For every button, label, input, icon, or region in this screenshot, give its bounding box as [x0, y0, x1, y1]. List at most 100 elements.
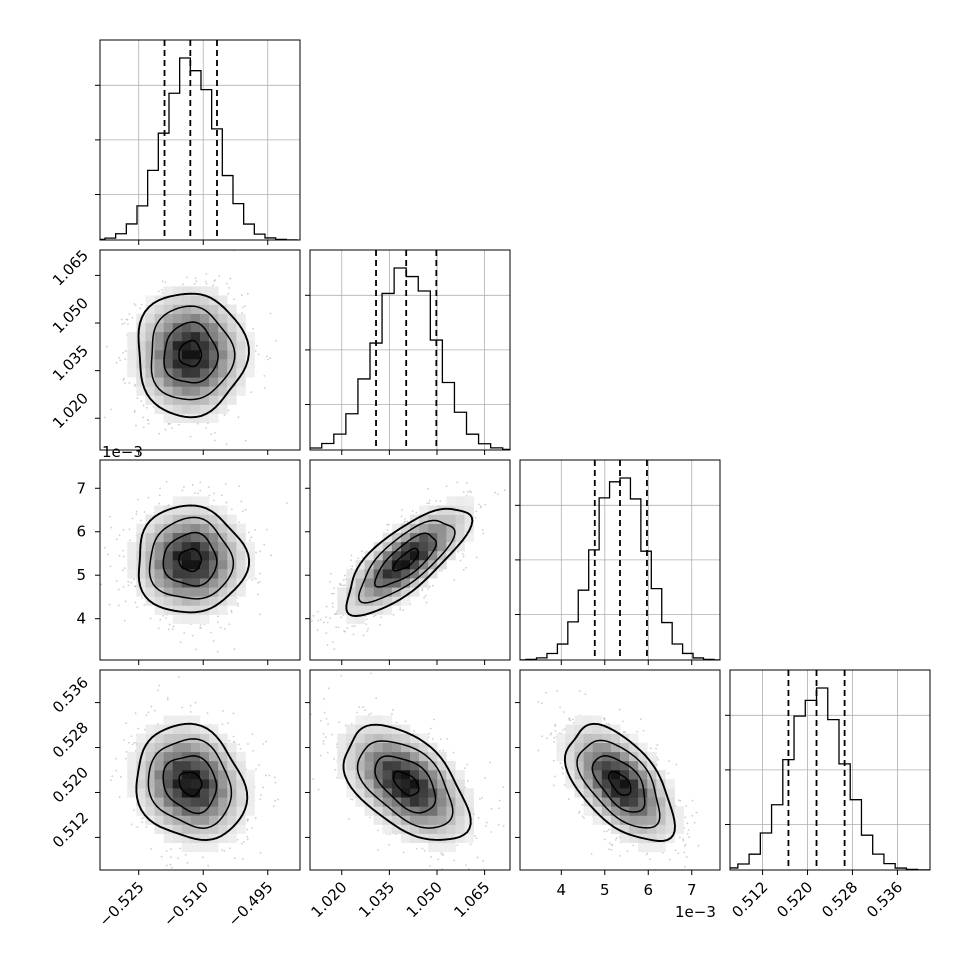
density-cell — [154, 788, 164, 798]
scatter-point — [214, 432, 216, 434]
density-cell — [190, 514, 201, 524]
density-cell — [209, 550, 219, 561]
density-cell — [218, 833, 228, 844]
density-cell — [665, 779, 675, 789]
scatter-point — [470, 491, 472, 494]
scatter-point — [695, 811, 698, 814]
scatter-point — [103, 546, 106, 549]
density-cell — [200, 760, 210, 771]
scatter-point — [274, 339, 277, 342]
scatter-point — [351, 565, 354, 568]
density-cell — [127, 340, 137, 351]
density-cell — [127, 331, 137, 342]
density-cell — [154, 742, 164, 753]
scatter-point — [252, 749, 255, 752]
density-cell — [181, 331, 192, 342]
density-cell — [190, 550, 201, 561]
scatter-point — [240, 500, 243, 503]
density-cell — [437, 770, 447, 780]
scatter-point — [212, 284, 214, 287]
density-cell — [190, 779, 201, 789]
density-cell — [236, 523, 246, 534]
density-cell — [592, 806, 603, 816]
scatter-point — [333, 758, 335, 760]
scatter-point — [484, 776, 486, 779]
scatter-point — [322, 621, 325, 624]
panel-3-3 — [729, 669, 931, 871]
scatter-point — [142, 404, 145, 407]
scatter-point — [133, 385, 136, 387]
scatter-point — [406, 520, 409, 523]
density-cell — [446, 779, 456, 789]
scatter-point — [224, 483, 227, 485]
scatter-point — [399, 607, 402, 609]
density-cell — [382, 596, 393, 606]
scatter-point — [224, 628, 226, 630]
scatter-point — [257, 581, 259, 584]
scatter-point — [489, 761, 491, 764]
density-cell — [190, 395, 201, 405]
scatter-point — [649, 858, 651, 861]
density-cell — [172, 359, 183, 369]
scatter-point — [683, 851, 686, 854]
scatter-point — [259, 550, 261, 553]
scatter-point — [497, 493, 500, 496]
scatter-point — [176, 857, 179, 860]
density-cell — [373, 560, 384, 570]
scatter-point — [431, 738, 434, 740]
scatter-point — [222, 709, 224, 712]
density-cell — [145, 578, 155, 588]
density-cell — [163, 560, 174, 570]
histogram-2 — [520, 477, 720, 660]
density-cell — [227, 514, 237, 524]
scatter-point — [697, 844, 700, 847]
scatter-point — [404, 720, 407, 723]
density-cell — [428, 797, 438, 807]
scatter-point — [122, 586, 125, 588]
density-cell — [629, 742, 639, 753]
density-cell — [355, 742, 365, 753]
density-cell — [163, 532, 174, 543]
density-cell — [391, 797, 402, 807]
scatter-point — [365, 618, 368, 621]
density-cell — [601, 797, 612, 807]
scatter-point — [656, 756, 659, 759]
density-cell — [620, 833, 630, 844]
density-cell — [154, 770, 164, 780]
density-cell — [382, 760, 393, 771]
x-tick-label: 1.050 — [403, 878, 446, 921]
density-cell — [373, 815, 384, 825]
density-cell — [227, 532, 237, 543]
density-cell — [446, 514, 456, 524]
scatter-point — [171, 628, 174, 630]
density-cell — [209, 824, 219, 834]
density-cell — [190, 596, 201, 606]
scatter-point — [115, 757, 117, 760]
scatter-point — [165, 480, 168, 483]
density-cell — [200, 770, 210, 780]
scatter-point — [322, 740, 325, 742]
density-cell — [565, 724, 575, 734]
scatter-point — [469, 843, 472, 846]
density-cell — [218, 322, 228, 333]
density-cell — [464, 797, 474, 807]
scatter-point — [465, 482, 468, 485]
density-cell — [364, 742, 374, 753]
density-cell — [629, 797, 639, 807]
scatter-point — [364, 709, 367, 712]
scatter-point — [125, 722, 128, 724]
y-tick-label: 4 — [76, 610, 86, 628]
density-cell — [154, 368, 164, 378]
density-cell — [172, 724, 183, 734]
scatter-point — [236, 838, 239, 841]
density-cell — [200, 797, 210, 807]
scatter-point — [122, 555, 125, 558]
scatter-point — [494, 491, 497, 494]
contour-2 — [162, 755, 218, 815]
density-cell — [455, 779, 465, 789]
scatter-point — [205, 273, 208, 275]
scatter-point — [682, 838, 684, 840]
density-cell — [565, 770, 575, 780]
scatter-point — [349, 798, 352, 801]
density-cell — [556, 751, 566, 762]
